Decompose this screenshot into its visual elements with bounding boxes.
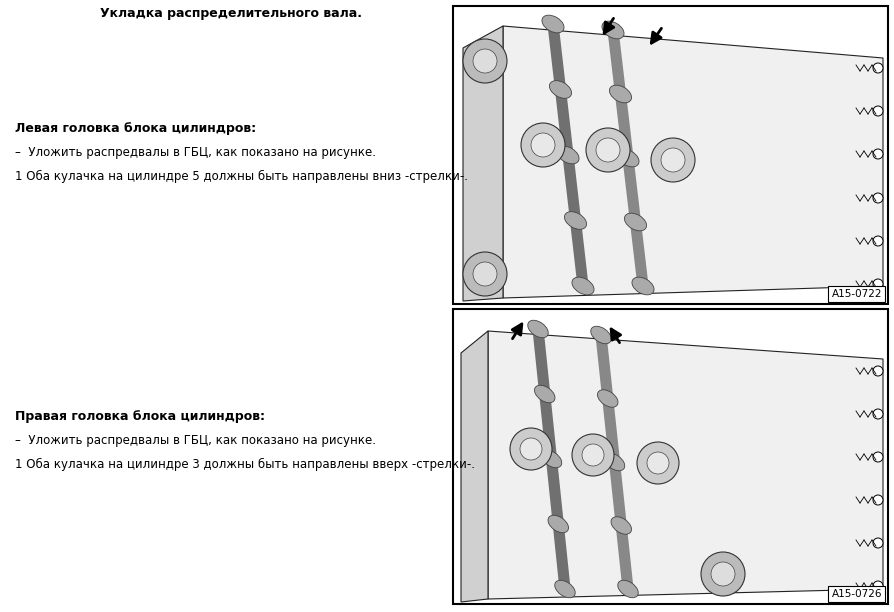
Polygon shape	[487, 331, 882, 599]
Polygon shape	[460, 331, 487, 602]
Circle shape	[519, 438, 542, 460]
Text: 1 Оба кулачка на цилиндре 3 должны быть направлены вверх -стрелки-.: 1 Оба кулачка на цилиндре 3 должны быть …	[15, 458, 475, 471]
Circle shape	[462, 252, 506, 296]
Bar	[452, 6, 887, 304]
Circle shape	[710, 562, 734, 586]
Circle shape	[650, 138, 695, 182]
Circle shape	[872, 409, 882, 419]
Circle shape	[530, 133, 554, 157]
Text: A15-0726: A15-0726	[831, 589, 881, 599]
Circle shape	[646, 452, 668, 474]
Ellipse shape	[590, 326, 611, 344]
Circle shape	[872, 149, 882, 159]
Circle shape	[872, 106, 882, 116]
Ellipse shape	[609, 85, 631, 103]
Text: Левая головка блока цилиндров:: Левая головка блока цилиндров:	[15, 122, 256, 135]
Ellipse shape	[602, 21, 623, 39]
Circle shape	[872, 452, 882, 462]
Circle shape	[872, 236, 882, 246]
Circle shape	[571, 434, 613, 476]
Ellipse shape	[611, 517, 631, 534]
Ellipse shape	[617, 580, 637, 598]
Circle shape	[872, 63, 882, 73]
Circle shape	[700, 552, 744, 596]
Circle shape	[462, 39, 506, 83]
Circle shape	[472, 262, 496, 286]
Ellipse shape	[597, 390, 617, 407]
Text: –  Уложить распредвалы в ГБЦ, как показано на рисунке.: – Уложить распредвалы в ГБЦ, как показан…	[15, 146, 375, 159]
Text: Правая головка блока цилиндров:: Правая головка блока цилиндров:	[15, 410, 265, 423]
Ellipse shape	[549, 81, 571, 99]
Circle shape	[661, 148, 684, 172]
Ellipse shape	[564, 212, 586, 230]
Ellipse shape	[631, 277, 654, 295]
Circle shape	[872, 581, 882, 591]
Circle shape	[637, 442, 679, 484]
Bar	[452, 309, 887, 604]
Ellipse shape	[571, 277, 594, 295]
Circle shape	[595, 138, 620, 162]
Ellipse shape	[542, 15, 563, 33]
Circle shape	[520, 123, 564, 167]
Circle shape	[472, 49, 496, 73]
Circle shape	[872, 279, 882, 289]
Text: 1 Оба кулачка на цилиндре 5 должны быть направлены вниз -стрелки-.: 1 Оба кулачка на цилиндре 5 должны быть …	[15, 170, 468, 183]
Text: Укладка распределительного вала.: Укладка распределительного вала.	[100, 7, 361, 20]
Text: –  Уложить распредвалы в ГБЦ, как показано на рисунке.: – Уложить распредвалы в ГБЦ, как показан…	[15, 434, 375, 447]
Circle shape	[586, 128, 629, 172]
Ellipse shape	[547, 515, 568, 532]
Polygon shape	[462, 26, 502, 301]
Ellipse shape	[556, 146, 578, 164]
Circle shape	[872, 495, 882, 505]
Ellipse shape	[624, 213, 645, 231]
Circle shape	[872, 193, 882, 203]
Circle shape	[510, 428, 552, 470]
Ellipse shape	[616, 149, 638, 167]
Circle shape	[581, 444, 603, 466]
Ellipse shape	[541, 450, 561, 468]
Ellipse shape	[527, 320, 548, 338]
Polygon shape	[502, 26, 882, 298]
Circle shape	[872, 538, 882, 548]
Circle shape	[872, 366, 882, 376]
Text: A15-0722: A15-0722	[831, 289, 881, 299]
Ellipse shape	[534, 386, 554, 403]
Ellipse shape	[603, 453, 624, 471]
Ellipse shape	[554, 580, 575, 598]
